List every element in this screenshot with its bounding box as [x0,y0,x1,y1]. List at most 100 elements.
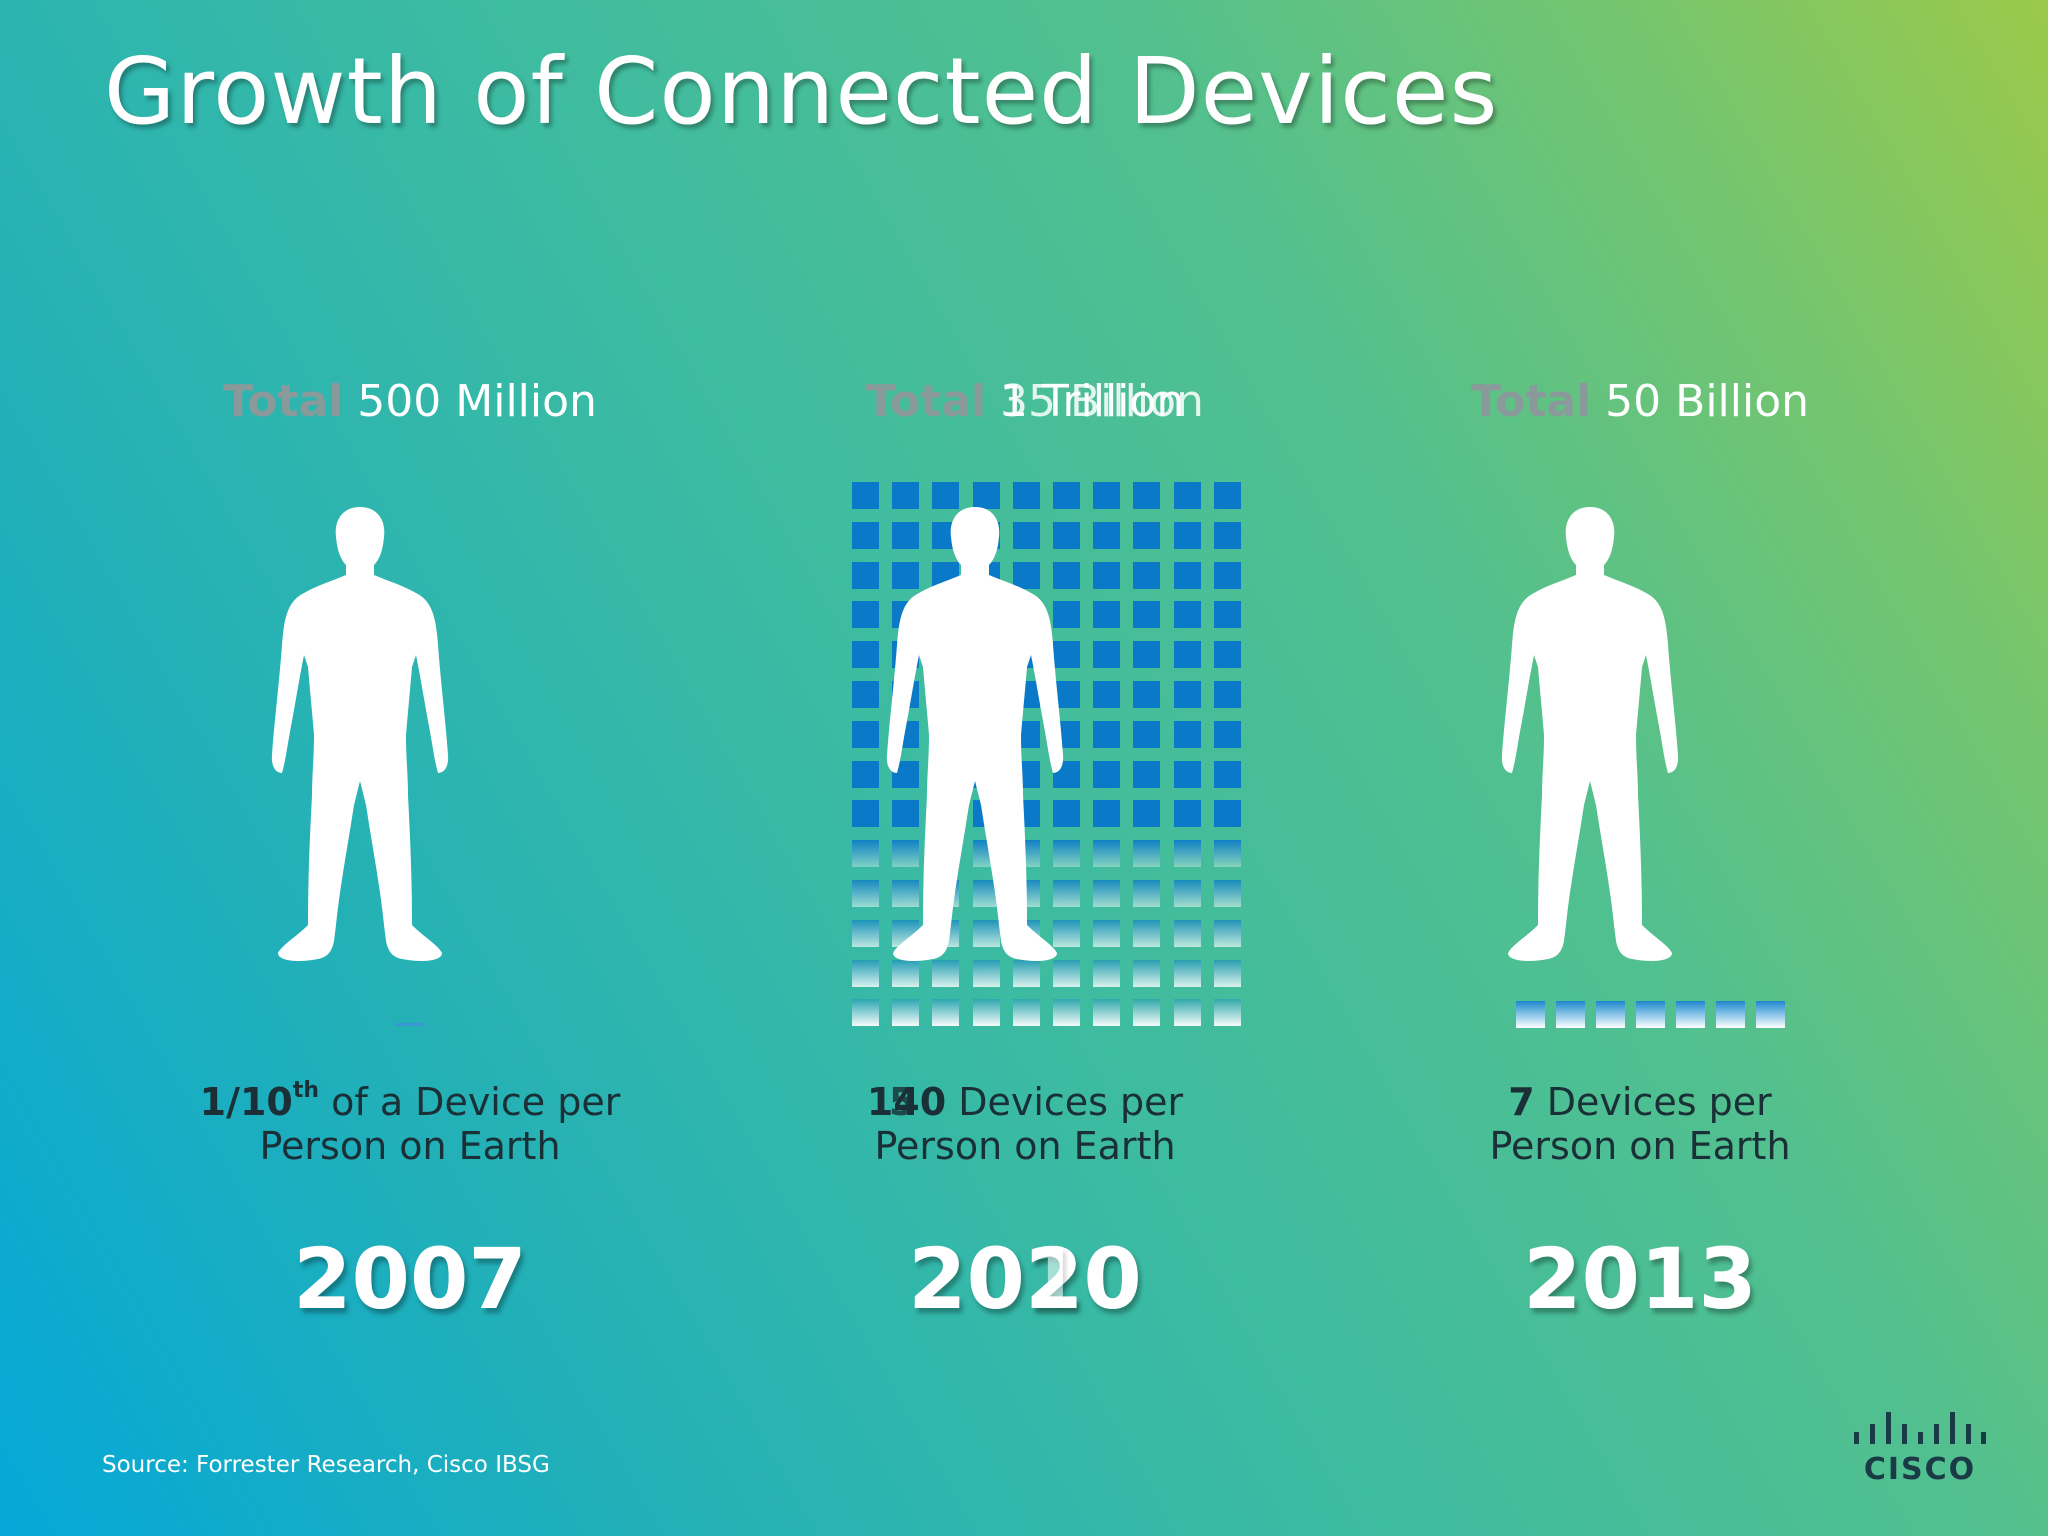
device-square [972,999,1000,1027]
device-square [1213,561,1241,589]
device-square [852,919,879,947]
cisco-bars-icon [1854,1412,1986,1444]
device-square [1133,720,1161,748]
device-square [932,959,960,987]
device-square [1213,641,1241,669]
device-square [1012,561,1040,589]
slide-title: Growth of Connected Devices [104,38,1499,145]
device-square [1093,601,1121,629]
device-square [1133,641,1161,669]
column-2007: Total 500 Million 1/10th of a Device per… [110,0,710,1536]
ratio-line2: Person on Earth [874,1124,1176,1168]
device-square [1213,680,1241,708]
device-row [1516,1001,1785,1028]
ratio-line2: Person on Earth [259,1124,561,1168]
ratio-bold: 140 [866,1080,947,1124]
device-square [1093,800,1121,828]
device-square [1052,919,1080,947]
device-square [1093,680,1121,708]
device-square [1052,521,1080,549]
total-word: Total [223,376,344,427]
device-square [1133,959,1161,987]
device-square [1213,840,1241,868]
total-value: 50 Billion [1605,376,1810,427]
device-square [1133,919,1161,947]
device-square [852,999,879,1027]
device-square [892,840,920,868]
total-word: Total [865,376,987,427]
person-silhouette-icon [885,505,1065,975]
year-label: 2007 [293,1230,527,1328]
device-square [1213,800,1241,828]
total-word: Total [1470,376,1592,427]
device-square [852,720,879,748]
device-square [1012,482,1040,509]
total-value: 500 Million [357,376,597,427]
column-2013: Total 50 Billion 7 Devices per Person on… [1340,0,1940,1536]
year-label: 2020 1 [725,1230,1325,1328]
device-square [1052,800,1080,828]
device-square [1093,720,1121,748]
device-square [1173,760,1201,788]
device-square [1213,879,1241,907]
device-square [1173,879,1201,907]
device-square [1093,482,1121,509]
device-square [1052,840,1080,868]
device-square [1052,561,1080,589]
device-square [1173,999,1201,1027]
device-square [1716,1001,1745,1028]
device-square [1133,601,1161,629]
device-square [1133,840,1161,868]
device-square [1093,641,1121,669]
device-square [972,959,1000,987]
device-square [1133,561,1161,589]
device-square [1173,720,1201,748]
device-square [1012,959,1040,987]
device-square [932,999,960,1027]
device-square [852,521,879,549]
cisco-logo: CISCO [1850,1412,1990,1487]
ratio-line2: Person on Earth [1489,1124,1791,1168]
device-square [892,959,920,987]
column-2020: Total 1 Trillion 35 Billion 140 Devices … [725,0,1325,1536]
ratio-rest: of a Device per [319,1080,621,1124]
device-square [1213,482,1241,509]
device-square [852,760,879,788]
ratio-rest: Devices per [946,1080,1184,1124]
device-square [892,879,920,907]
device-mark [395,1023,425,1026]
devices-per-person: 7 Devices per Person on Earth [1340,1080,1940,1168]
device-square [892,561,920,589]
devices-per-person: 140 Devices per 5 Person on Earth [725,1080,1325,1168]
total-label: Total 500 Million [110,376,710,427]
device-square [1213,919,1241,947]
device-square [1173,959,1201,987]
device-square [1173,601,1201,629]
device-square [1756,1001,1785,1028]
device-square [1093,561,1121,589]
total-label: Total 50 Billion [1340,376,1940,427]
year-value: 2020 [908,1230,1142,1328]
device-square [1012,999,1040,1027]
device-square [1052,879,1080,907]
device-square [972,919,1000,947]
device-square [1052,959,1080,987]
device-square [1173,919,1201,947]
device-square [1213,999,1241,1027]
device-square [1173,482,1201,509]
device-square [1052,601,1080,629]
device-square [892,482,920,509]
device-square [852,680,879,708]
device-square [1093,521,1121,549]
person-silhouette-icon [1500,505,1680,975]
device-square [852,561,879,589]
device-square [1093,919,1121,947]
device-square [1052,999,1080,1027]
device-square [1173,840,1201,868]
device-square [1173,680,1201,708]
device-square [1133,760,1161,788]
device-square [1093,999,1121,1027]
ratio-bold: 7 [1508,1080,1535,1124]
device-square [1093,760,1121,788]
device-square [1093,959,1121,987]
